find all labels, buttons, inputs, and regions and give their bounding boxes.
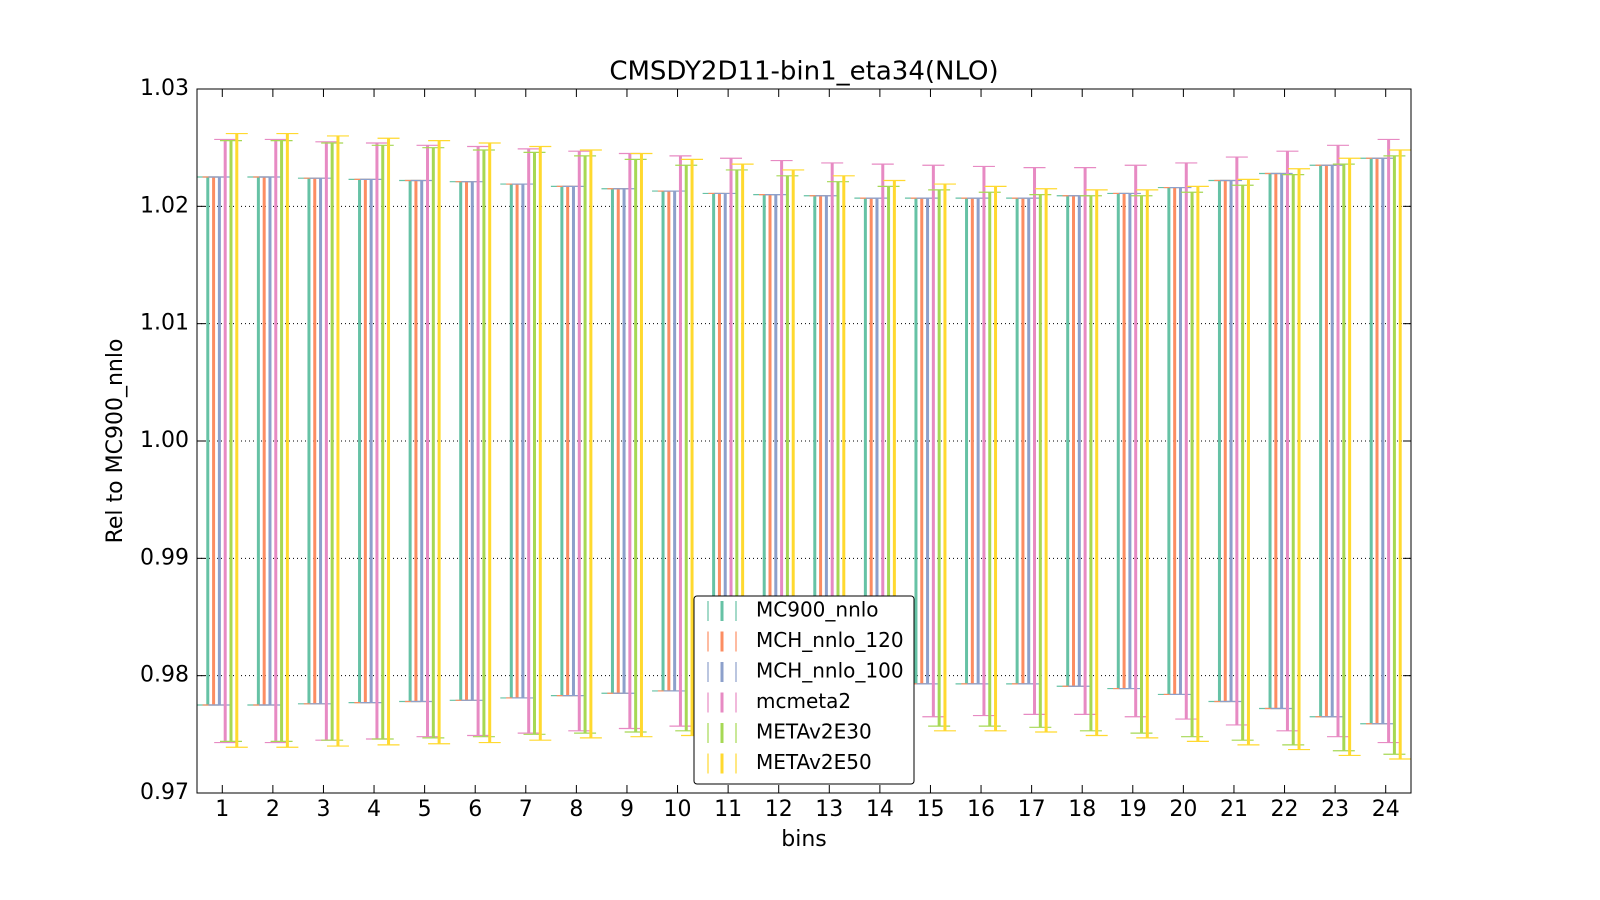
y-tick-label: 1.02 (140, 193, 189, 218)
x-tick-label: 1 (215, 797, 229, 822)
legend-box (693, 595, 915, 785)
legend-label: METAv2E30 (756, 720, 872, 744)
plot-frame (196, 88, 1412, 794)
legend-label: mcmeta2 (756, 689, 851, 713)
x-tick-label: 6 (468, 797, 482, 822)
x-tick-label: 12 (765, 797, 793, 822)
x-tick-label: 23 (1321, 797, 1349, 822)
chart-title: CMSDY2D11-bin1_eta34(NLO) (609, 57, 998, 87)
y-tick-label: 0.98 (140, 663, 189, 688)
legend-label: MC900_nnlo (756, 598, 879, 622)
x-tick-label: 7 (519, 797, 533, 822)
x-tick-label: 21 (1220, 797, 1248, 822)
x-tick-label: 8 (569, 797, 583, 822)
legend-label: MCH_nnlo_100 (756, 659, 904, 683)
y-tick-label: 1.00 (140, 428, 189, 453)
x-tick-label: 24 (1372, 797, 1400, 822)
x-tick-label: 22 (1271, 797, 1299, 822)
y-tick-label: 0.99 (140, 545, 189, 570)
y-tick-label: 1.03 (140, 76, 189, 101)
x-tick-label: 11 (714, 797, 742, 822)
x-tick-label: 4 (367, 797, 381, 822)
legend-label: METAv2E50 (756, 750, 872, 774)
x-tick-label: 9 (620, 797, 634, 822)
legend-label: MCH_nnlo_120 (756, 628, 904, 652)
x-tick-label: 16 (967, 797, 995, 822)
x-tick-label: 14 (866, 797, 894, 822)
x-tick-label: 19 (1119, 797, 1147, 822)
x-tick-label: 15 (916, 797, 944, 822)
x-tick-label: 10 (664, 797, 692, 822)
x-axis-label: bins (781, 827, 826, 852)
x-tick-label: 2 (266, 797, 280, 822)
y-tick-label: 1.01 (140, 311, 189, 336)
x-tick-label: 5 (418, 797, 432, 822)
x-tick-label: 13 (815, 797, 843, 822)
y-axis-label: Rel to MC900_nnlo (103, 339, 128, 544)
x-tick-label: 17 (1018, 797, 1046, 822)
x-tick-label: 20 (1169, 797, 1197, 822)
y-tick-label: 0.97 (140, 780, 189, 805)
x-tick-label: 3 (316, 797, 330, 822)
x-tick-label: 18 (1068, 797, 1096, 822)
